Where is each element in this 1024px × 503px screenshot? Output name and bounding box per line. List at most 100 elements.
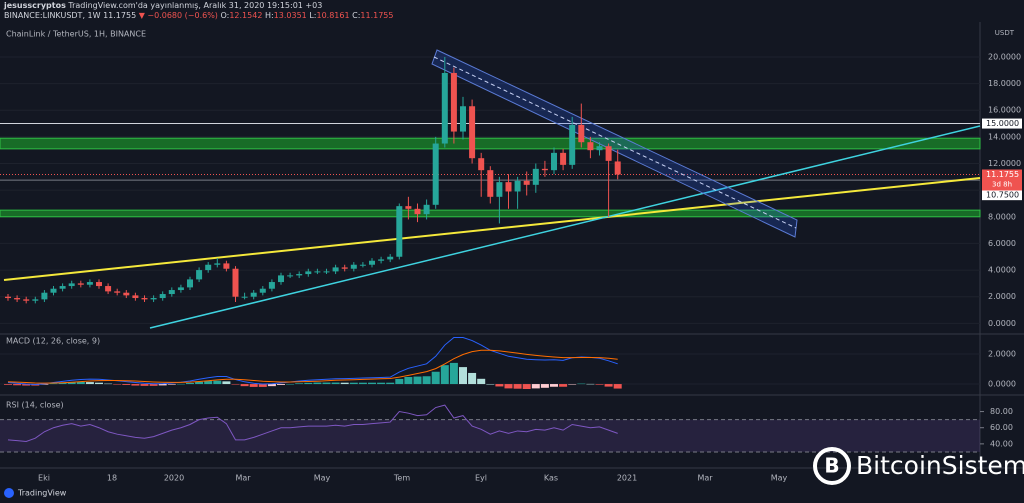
histogram-bar — [440, 365, 449, 385]
candle-body — [141, 298, 148, 300]
candle-body — [541, 168, 548, 171]
candle-body — [405, 206, 412, 209]
candle-body — [523, 180, 530, 185]
candle-body — [587, 142, 594, 151]
candle-body — [114, 291, 121, 293]
macd-line — [7, 349, 618, 384]
y-tick-label: 2.0000 — [988, 350, 1016, 359]
candle-body — [578, 124, 585, 143]
candle-body — [560, 152, 567, 165]
histogram-bar — [213, 380, 222, 385]
published: TradingView.com'da yayınlanmış, Aralık 3… — [68, 1, 323, 10]
candle-body — [478, 158, 485, 171]
candle-body — [460, 106, 466, 132]
y-tick-label: 0.0000 — [988, 319, 1016, 328]
channel — [431, 49, 798, 238]
x-tick-label: Mar — [235, 474, 251, 483]
candle-body — [159, 294, 166, 299]
histogram-bar — [104, 383, 113, 385]
histogram-bar — [459, 367, 467, 385]
y-tick-label: 0.0000 — [988, 380, 1016, 389]
candle-body — [551, 152, 557, 171]
x-tick-label: 2020 — [164, 474, 184, 483]
histogram-bar — [304, 382, 313, 385]
rsi-pane — [0, 404, 984, 453]
histogram-bar — [240, 384, 249, 387]
histogram-bar — [113, 384, 122, 385]
candle-body — [469, 106, 476, 159]
histogram-bar — [377, 382, 386, 385]
last-label-box — [982, 169, 1022, 191]
candle-body — [68, 283, 75, 287]
trend-line — [3, 177, 981, 281]
x-tick-label: May — [771, 474, 788, 483]
histogram-bar — [140, 384, 149, 386]
x-tick-label: Mar — [697, 474, 713, 483]
histogram-bar — [522, 384, 531, 389]
watermark-icon-letter: B — [824, 454, 839, 478]
candle-body — [359, 264, 366, 266]
histogram-bar — [404, 377, 413, 385]
candle-body — [196, 270, 203, 280]
candle-body — [77, 283, 84, 285]
ohlc-label: L: — [309, 11, 317, 20]
rsi-band — [0, 419, 980, 452]
histogram-bar — [468, 372, 477, 385]
histogram-bar — [286, 384, 295, 385]
tradingview-logo: TradingView — [4, 488, 67, 498]
y-tick-label: 60.00 — [990, 423, 1013, 432]
y-tick-label: 8.0000 — [988, 212, 1016, 221]
candle-body — [187, 279, 193, 288]
zone — [0, 137, 981, 150]
rsi-line — [7, 404, 618, 442]
candle-body — [396, 206, 403, 257]
histogram-bar — [431, 371, 440, 385]
zone — [0, 209, 981, 218]
histogram-bar — [49, 383, 58, 385]
x-tick-label: Eki — [38, 474, 50, 483]
histogram-bar — [277, 384, 285, 385]
candle-body — [150, 298, 157, 300]
change: ▼ −0.0680 (−0.6%) — [138, 11, 218, 20]
histogram-bar — [577, 383, 586, 385]
ohlc-value: 12.1542 — [229, 11, 263, 20]
logo-text: TradingView — [17, 489, 67, 498]
candle-body — [32, 299, 39, 301]
last-label: 11.1755 — [986, 170, 1019, 179]
candle-body — [569, 124, 576, 165]
histogram-bar — [504, 384, 513, 389]
candle-body — [350, 264, 357, 269]
candle-body — [241, 296, 248, 298]
logo-icon — [4, 488, 14, 498]
histogram-bar — [204, 381, 213, 385]
x-tick-label: Tem — [393, 474, 410, 483]
histogram-bar — [13, 384, 22, 386]
y-tick-label: 4.0000 — [988, 266, 1016, 275]
histogram-bar — [22, 384, 31, 386]
countdown: 3d 8h — [992, 180, 1012, 188]
candle-body — [223, 263, 230, 269]
histogram-bar — [158, 384, 167, 386]
histogram-bar — [295, 383, 304, 385]
x-tick-label: 18 — [107, 474, 117, 483]
histogram-bar — [495, 384, 504, 387]
macd-title: MACD (12, 26, close, 9) — [6, 337, 100, 346]
time-axis: Eki 18 2020 Mar May Tem Eyl Kas 2021 Mar… — [38, 474, 787, 483]
histogram-bar — [313, 382, 322, 385]
histogram-bar — [349, 382, 358, 385]
histogram-bar — [67, 382, 76, 385]
candle-body — [205, 264, 212, 271]
candle-body — [250, 292, 257, 297]
price-axis: 0.00002.00004.00006.00008.000010.000012.… — [982, 52, 1022, 448]
chart-title: ChainLink / TetherUS, 1H, BINANCE — [6, 30, 146, 39]
histogram-bar — [76, 381, 85, 385]
level-label: 10.7500 — [986, 191, 1019, 200]
candle-body — [496, 182, 503, 197]
histogram-bar — [176, 383, 185, 385]
rsi-title: RSI (14, close) — [6, 401, 64, 410]
ohlc-value: 11.1755 — [360, 11, 394, 20]
histogram-bar — [340, 382, 349, 385]
histogram-bar — [595, 384, 604, 385]
candle-body — [314, 271, 321, 273]
histogram-bar — [167, 384, 176, 385]
